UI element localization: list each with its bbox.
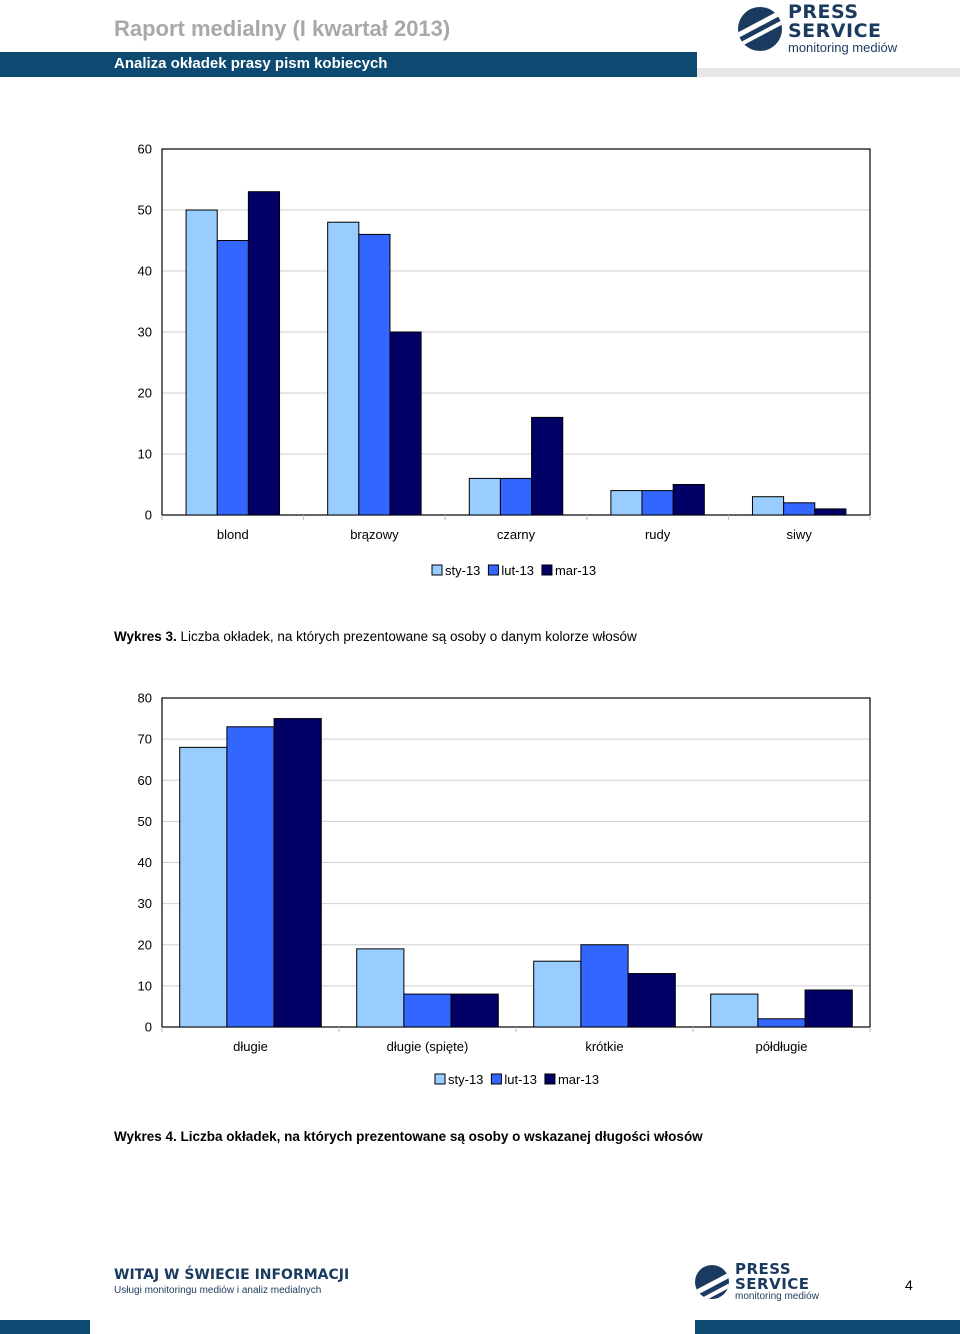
y-tick-label: 50 bbox=[138, 203, 152, 218]
bar-sty-13-blond bbox=[185, 209, 218, 516]
bar-lut-13-rudy bbox=[641, 490, 674, 516]
y-tick-label: 60 bbox=[138, 142, 152, 157]
y-tick-label: 0 bbox=[145, 1020, 152, 1035]
bar-mar-13-czarny bbox=[531, 416, 564, 516]
y-tick-label: 20 bbox=[138, 386, 152, 401]
bar-mar-13-brązowy bbox=[389, 331, 422, 516]
bar-mar-13-długie bbox=[273, 718, 322, 1028]
category-label: siwy bbox=[787, 527, 813, 542]
bar-lut-13-długie bbox=[226, 726, 275, 1028]
header-rule bbox=[697, 68, 960, 77]
bar-lut-13-półdługie bbox=[757, 1018, 806, 1028]
bar-mar-13-blond bbox=[247, 191, 281, 516]
subtitle-bar bbox=[0, 52, 697, 77]
bar-sty-13-brązowy bbox=[327, 221, 360, 516]
legend-label-mar-13: mar-13 bbox=[555, 563, 596, 578]
legend-swatch-lut-13 bbox=[490, 1073, 502, 1085]
category-label: rudy bbox=[645, 527, 671, 542]
hair-length-chart: 0 10 20 30 40 50 60 70 80 długie długie (spięte) kr… bbox=[138, 691, 871, 1087]
footer-slogan-block: WITAJ W ŚWIECIE INFORMACJI Usługi monito… bbox=[114, 1267, 349, 1296]
hair-color-chart: 0 10 20 30 40 50 60 blond brązowy czarny rudy siwy s… bbox=[138, 142, 871, 578]
logo-word-service: SERVICE bbox=[735, 1275, 810, 1293]
y-tick-label: 30 bbox=[138, 325, 152, 340]
bar-mar-13-rudy bbox=[672, 484, 705, 516]
footer-bar-right bbox=[695, 1320, 960, 1334]
press-service-logo: PRESS SERVICE monitoring mediów bbox=[738, 3, 897, 54]
legend-swatch-sty-13 bbox=[431, 564, 443, 576]
category-label: krótkie bbox=[585, 1039, 623, 1054]
y-tick-label: 50 bbox=[138, 814, 152, 829]
logo-tagline: monitoring mediów bbox=[735, 1291, 819, 1302]
logo-word-service: SERVICE bbox=[788, 20, 882, 42]
legend-label-mar-13: mar-13 bbox=[558, 1072, 599, 1087]
category-label: brązowy bbox=[350, 527, 399, 542]
bar-lut-13-długie (spięte) bbox=[403, 993, 452, 1028]
y-tick-label: 0 bbox=[145, 508, 152, 523]
y-tick-label: 40 bbox=[138, 264, 152, 279]
page-number: 4 bbox=[905, 1277, 913, 1293]
y-tick-label: 80 bbox=[138, 691, 152, 706]
bar-sty-13-rudy bbox=[610, 490, 643, 516]
legend-label-sty-13: sty-13 bbox=[445, 563, 480, 578]
bar-mar-13-długie (spięte) bbox=[450, 993, 499, 1028]
press-service-globe-icon bbox=[695, 1265, 729, 1299]
press-service-logo-footer: PRESS SERVICE monitoring mediów bbox=[695, 1262, 819, 1302]
category-label: półdługie bbox=[755, 1039, 807, 1054]
report-subtitle: Analiza okładek prasy pism kobiecych bbox=[114, 55, 388, 72]
y-tick-label: 20 bbox=[138, 937, 152, 952]
y-tick-label: 10 bbox=[138, 978, 152, 993]
logo-word-press: PRESS bbox=[735, 1260, 792, 1278]
bar-sty-13-półdługie bbox=[710, 993, 759, 1028]
press-service-globe-icon bbox=[738, 6, 782, 51]
footer-slogan: WITAJ W ŚWIECIE INFORMACJI bbox=[114, 1267, 350, 1283]
bar-mar-13-krótkie bbox=[627, 973, 676, 1028]
legend-label-lut-13: lut-13 bbox=[501, 563, 534, 578]
report-title: Raport medialny (I kwartał 2013) bbox=[114, 16, 451, 41]
bar-mar-13-siwy bbox=[814, 508, 847, 516]
category-label: długie bbox=[233, 1039, 268, 1054]
y-tick-label: 60 bbox=[138, 773, 152, 788]
bar-lut-13-krótkie bbox=[580, 944, 629, 1028]
chart1-caption-text: Liczba okładek, na których prezentowane … bbox=[176, 629, 637, 644]
y-tick-label: 10 bbox=[138, 447, 152, 462]
logo-tagline: monitoring mediów bbox=[788, 40, 898, 55]
legend-label-lut-13: lut-13 bbox=[504, 1072, 537, 1087]
logo-word-press: PRESS bbox=[788, 1, 859, 23]
bar-lut-13-brązowy bbox=[358, 233, 391, 516]
bar-mar-13-półdługie bbox=[804, 989, 853, 1028]
y-tick-label: 70 bbox=[138, 732, 152, 747]
category-label: długie (spięte) bbox=[387, 1039, 469, 1054]
legend-swatch-sty-13 bbox=[434, 1073, 446, 1085]
category-label: blond bbox=[217, 527, 249, 542]
y-tick-label: 40 bbox=[138, 855, 152, 870]
legend-swatch-mar-13 bbox=[544, 1073, 556, 1085]
footer-bar-left bbox=[0, 1320, 90, 1334]
legend-swatch-lut-13 bbox=[487, 564, 499, 576]
legend-swatch-mar-13 bbox=[541, 564, 553, 576]
chart1-caption-number: Wykres 3. bbox=[114, 629, 177, 644]
y-tick-label: 30 bbox=[138, 896, 152, 911]
chart1-caption: Wykres 3. Liczba okładek, na których pre… bbox=[114, 629, 637, 644]
category-label: czarny bbox=[497, 527, 536, 542]
legend-label-sty-13: sty-13 bbox=[448, 1072, 483, 1087]
bar-sty-13-długie (spięte) bbox=[356, 948, 405, 1028]
chart2-caption: Wykres 4. Liczba okładek, na których pre… bbox=[114, 1129, 703, 1144]
bar-sty-13-krótkie bbox=[533, 960, 582, 1028]
bar-sty-13-długie bbox=[179, 746, 228, 1028]
footer-tagline: Usługi monitoringu mediów i analiz media… bbox=[114, 1285, 322, 1296]
